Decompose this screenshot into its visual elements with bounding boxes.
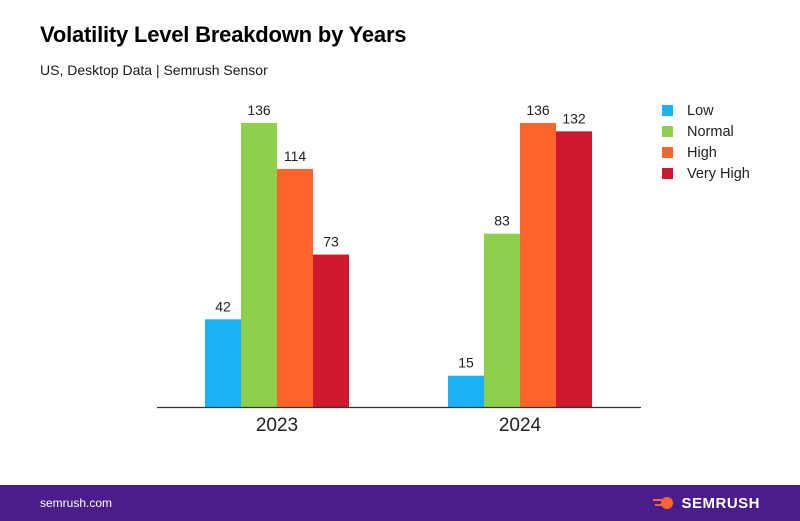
data-label: 136 [247,102,271,118]
x-tick-label: 2024 [499,415,542,436]
legend-label: Normal [687,123,734,140]
bar [448,375,484,407]
brand-name: SEMRUSH [681,494,760,512]
legend-item-high: High [662,142,750,163]
legend-swatch [662,105,673,116]
footer-bar: semrush.com SEMRUSH [0,485,800,521]
bar [520,123,556,407]
legend-item-very-high: Very High [662,163,750,184]
legend-label: High [687,144,717,161]
bar [241,123,277,407]
bar [556,131,592,407]
semrush-logo-icon [653,497,674,509]
legend-swatch [662,147,673,158]
legend-swatch [662,126,673,137]
bar [313,254,349,407]
legend-label: Low [687,102,714,119]
legend-item-low: Low [662,100,750,121]
chart-subtitle: US, Desktop Data | Semrush Sensor [40,62,268,78]
data-label: 114 [284,148,307,164]
data-label: 132 [562,110,586,126]
legend: Low Normal High Very High [662,100,750,184]
bar [277,168,313,407]
data-label: 83 [494,213,510,229]
footer-site-link[interactable]: semrush.com [40,496,113,510]
legend-label: Very High [687,165,750,182]
data-label: 73 [323,234,339,250]
bar [484,233,520,407]
semrush-logo: SEMRUSH [653,495,760,512]
data-label: 42 [215,298,231,314]
data-label: 15 [458,355,474,371]
x-tick-label: 2023 [256,415,298,436]
legend-swatch [662,168,673,179]
chart-title: Volatility Level Breakdown by Years [40,22,407,47]
legend-item-normal: Normal [662,121,750,142]
data-label: 136 [526,102,550,118]
bar [205,319,241,407]
